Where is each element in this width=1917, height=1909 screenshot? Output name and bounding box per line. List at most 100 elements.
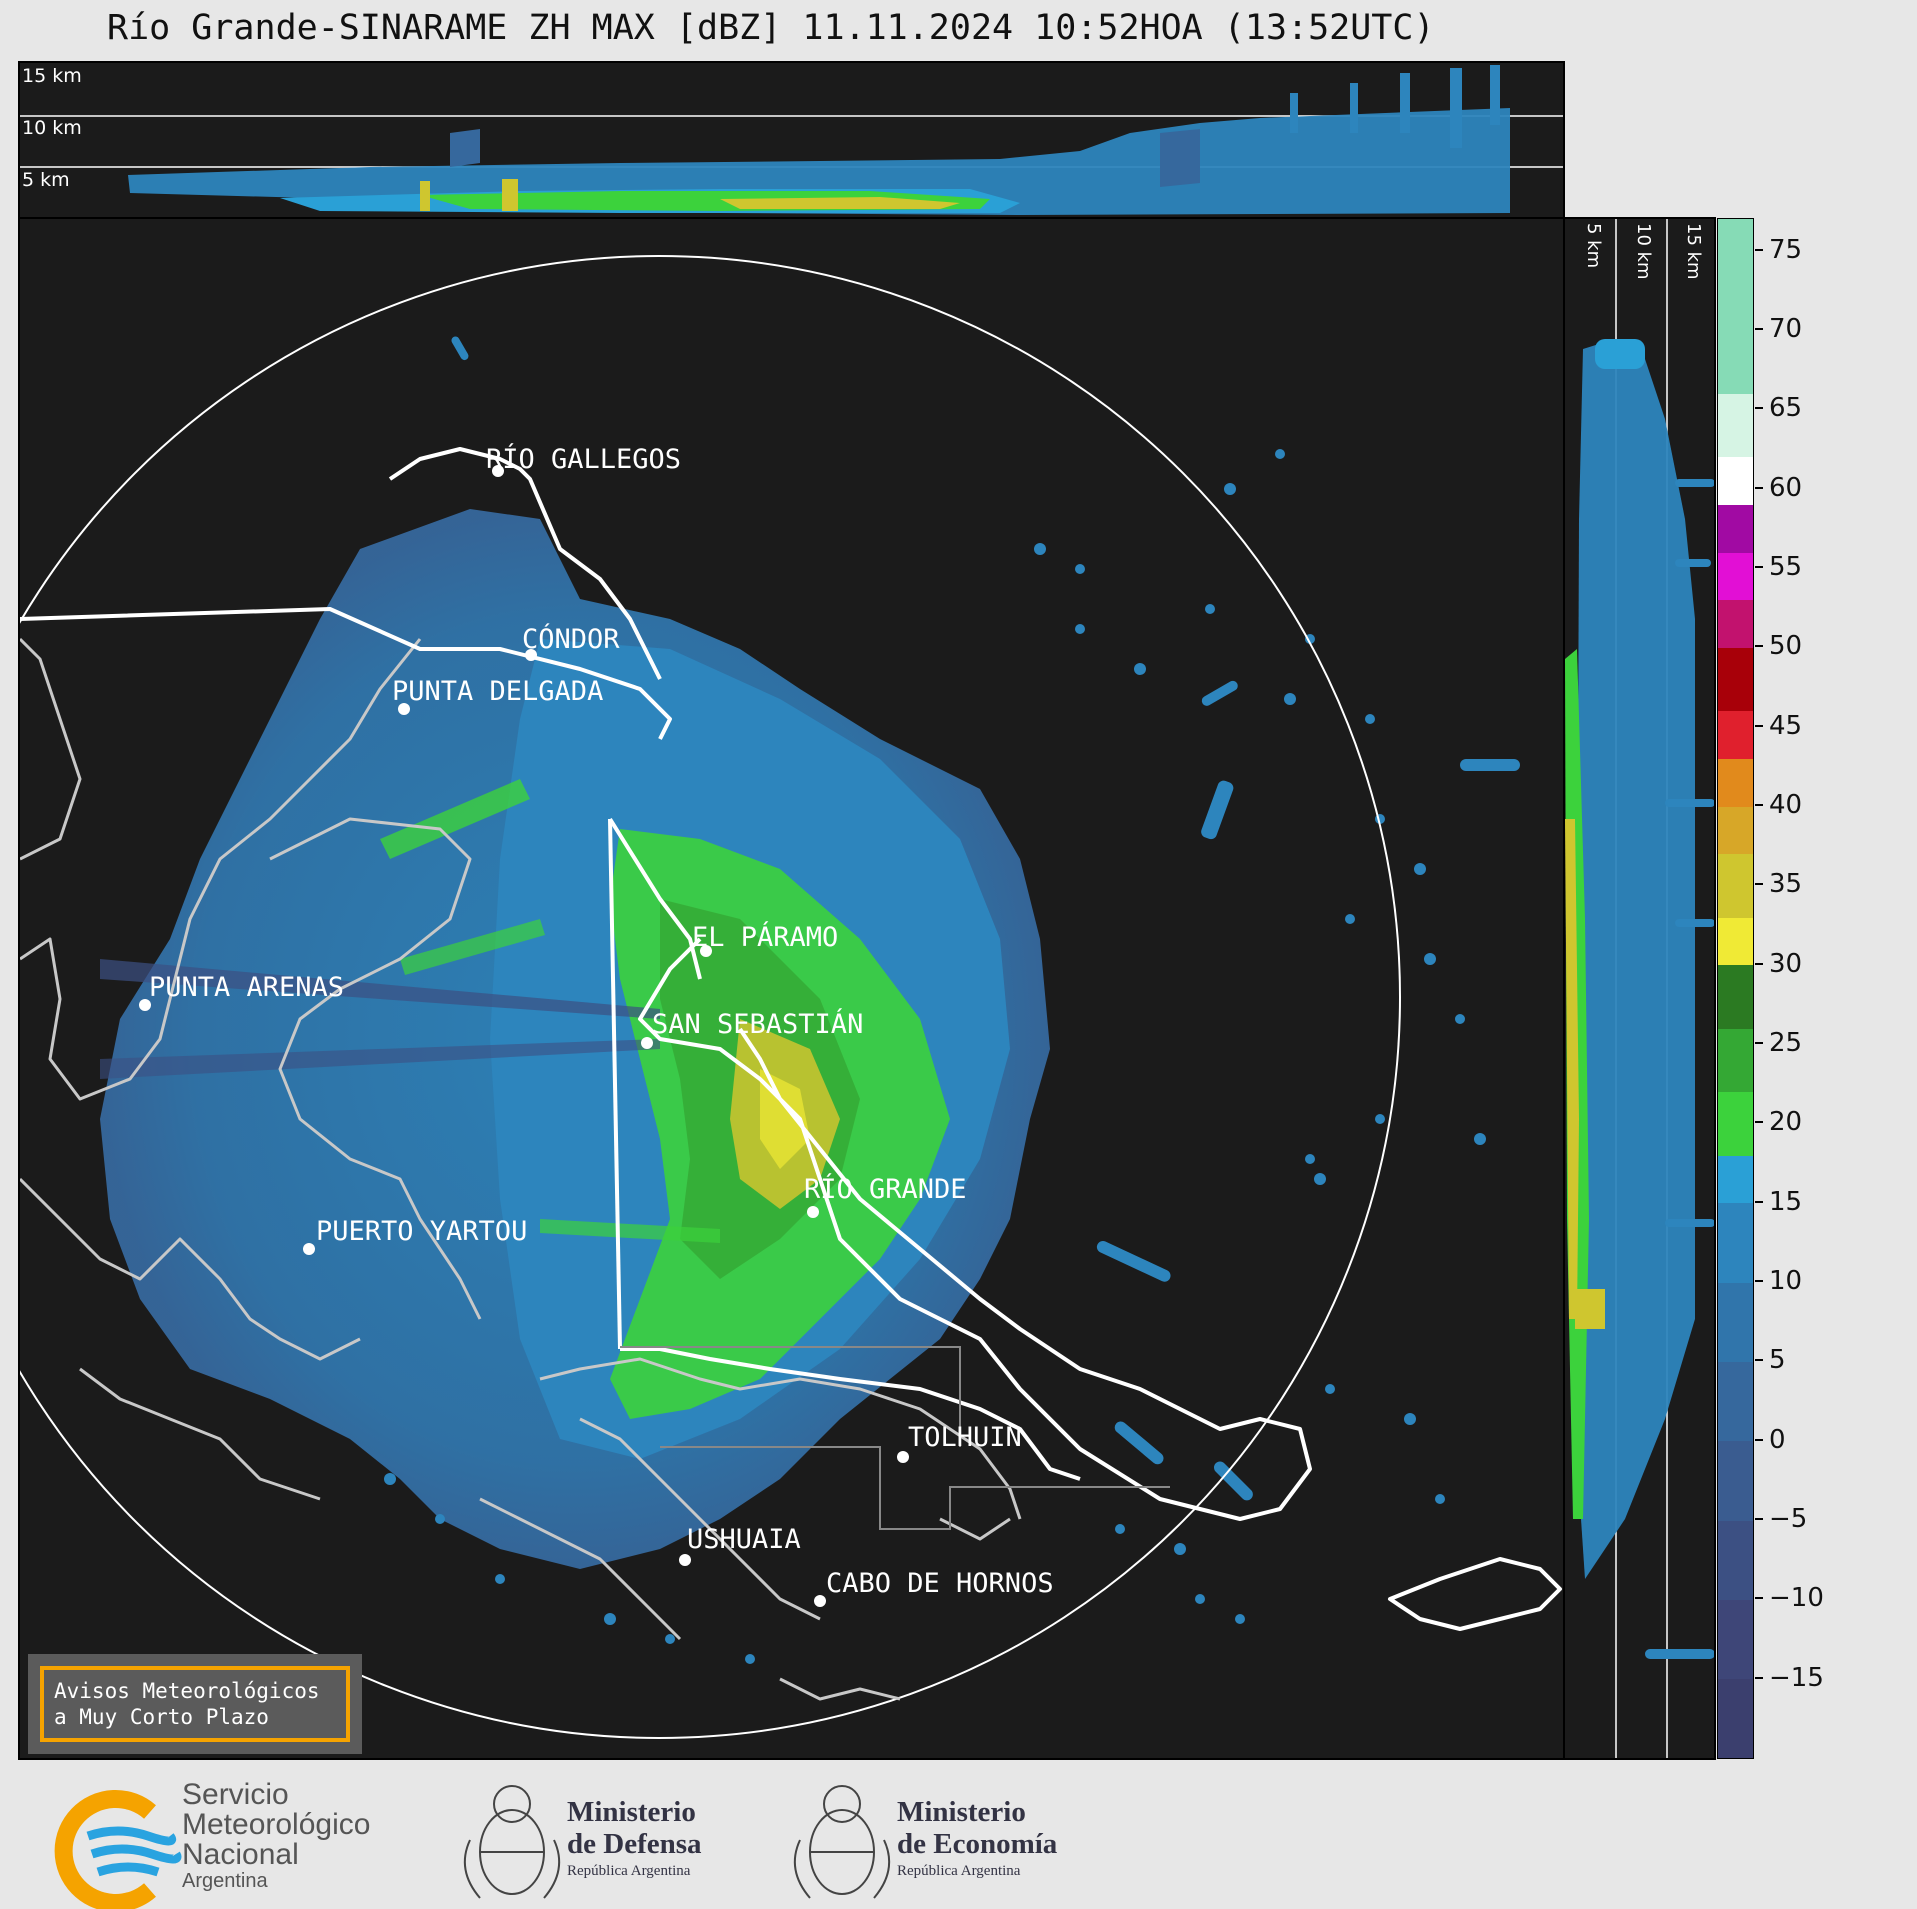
city-markers [139, 465, 909, 1607]
colorbar-tick-label: 40 [1769, 790, 1803, 821]
colorbar-band [1718, 1520, 1753, 1600]
economia-line-1: Ministerio [897, 1796, 1026, 1828]
side-height-label-5: 5 km [1583, 223, 1604, 269]
smn-line-3: Nacional [182, 1838, 299, 1871]
smn-logo-icon [54, 1790, 182, 1909]
colorbar-tick-mark [1755, 486, 1763, 489]
political-border [20, 447, 1562, 1631]
smn-line-2: Meteorológico [182, 1808, 371, 1841]
colorbar-tick-label: 5 [1769, 1345, 1786, 1376]
warning-line-1: Avisos Meteorológicos [54, 1679, 320, 1703]
defensa-line-3: República Argentina [567, 1863, 691, 1879]
smn-line-1: Servicio [182, 1778, 289, 1811]
radar-map: RÍO GALLEGOS CÓNDOR PUNTA DELGADA EL PÁR… [18, 217, 1565, 1760]
colorbar-band [1718, 1282, 1753, 1362]
colorbar-tick-mark [1755, 883, 1763, 886]
colorbar-band [1718, 1440, 1753, 1521]
radar-map-graphic [20, 255, 1562, 1739]
colorbar-tick-label: 65 [1769, 393, 1803, 424]
colorbar-tick-mark [1755, 1518, 1763, 1520]
colorbar-tick-label: 70 [1769, 314, 1803, 345]
top-height-profile: 15 km 10 km 5 km [18, 61, 1565, 219]
chart-title: Río Grande-SINARAME ZH MAX [dBZ] 11.11.2… [107, 8, 1435, 48]
colorbar-tick-label: 75 [1769, 234, 1803, 265]
colorbar-band [1718, 964, 1753, 1029]
smn-line-4: Argentina [182, 1870, 268, 1892]
colorbar-tick-label: 10 [1769, 1266, 1803, 1297]
warning-box: Avisos Meteorológicos a Muy Corto Plazo [28, 1654, 362, 1754]
city-label-puerto-yartou: PUERTO YARTOU [316, 1216, 528, 1247]
coat-of-arms-icon-defensa [463, 1785, 561, 1899]
colorbar-tick-label: 50 [1769, 631, 1803, 662]
warning-line-2: a Muy Corto Plazo [54, 1705, 269, 1729]
colorbar-tick-label: 45 [1769, 710, 1803, 741]
defensa-line-1: Ministerio [567, 1796, 696, 1828]
colorbar-ticks: 75 70 65 60 55 50 45 40 35 30 25 20 15 10 5 0 −5 −10 −15 [1755, 218, 1885, 1759]
colorbar-tick-label: 15 [1769, 1186, 1803, 1217]
side-profile-graphic [1565, 219, 1714, 1758]
colorbar-tick-mark [1755, 962, 1763, 965]
coastline [20, 637, 1022, 1701]
colorbar-tick-mark [1755, 407, 1763, 410]
colorbar-tick-mark [1755, 1359, 1763, 1362]
city-label-ushuaia: USHUAIA [687, 1524, 801, 1555]
colorbar-band [1718, 1202, 1753, 1283]
colorbar-band [1718, 552, 1753, 601]
colorbar-band [1718, 853, 1753, 918]
colorbar-band [1718, 1091, 1753, 1156]
colorbar-tick-label: 20 [1769, 1107, 1803, 1138]
colorbar-tick-mark [1755, 1280, 1763, 1283]
logo-graphics [54, 1785, 891, 1909]
city-label-tolhuin: TOLHUIN [908, 1422, 1022, 1453]
city-label-cabo-de-hornos: CABO DE HORNOS [826, 1568, 1054, 1599]
colorbar-tick-mark [1755, 1597, 1763, 1600]
colorbar-tick-label: 35 [1769, 869, 1803, 900]
colorbar-band [1718, 758, 1753, 807]
colorbar-tick-mark [1755, 1042, 1763, 1045]
smn-logo-text: Servicio Meteorológico Nacional Argentin… [182, 1778, 371, 1893]
colorbar-tick-mark [1755, 645, 1763, 648]
colorbar-tick-mark [1755, 248, 1763, 251]
side-height-label-15: 15 km [1683, 223, 1704, 280]
colorbar-tick-label: 55 [1769, 552, 1803, 583]
colorbar-tick-mark [1755, 566, 1763, 569]
colorbar-band [1718, 1028, 1753, 1093]
colorbar-band [1718, 504, 1753, 553]
economia-logo-text: Ministerio de Economía República Argenti… [897, 1796, 1057, 1882]
colorbar-band [1718, 917, 1753, 966]
side-height-label-10: 10 km [1633, 223, 1654, 280]
colorbar-tick-mark [1755, 724, 1763, 727]
colorbar-tick-mark [1755, 1438, 1763, 1441]
coat-of-arms-icon-economia [793, 1785, 891, 1899]
colorbar-tick-label: −5 [1769, 1504, 1808, 1534]
colorbar-band [1718, 647, 1753, 712]
side-height-profile: 5 km 10 km 15 km [1563, 217, 1716, 1760]
top-height-label-10: 10 km [22, 117, 82, 139]
defensa-logo-text: Ministerio de Defensa República Argentin… [567, 1796, 702, 1882]
colorbar-band [1718, 1678, 1753, 1758]
colorbar-band [1718, 1361, 1753, 1442]
city-label-punta-arenas: PUNTA ARENAS [149, 972, 345, 1003]
colorbar-tick-label: 30 [1769, 948, 1803, 979]
colorbar-tick-label: −10 [1769, 1583, 1824, 1614]
city-label-punta-delgada: PUNTA DELGADA [392, 676, 604, 707]
colorbar-tick-mark [1755, 1200, 1763, 1203]
top-height-label-15: 15 km [22, 65, 82, 87]
colorbar-band [1718, 1599, 1753, 1680]
city-label-rio-gallegos: RÍO GALLEGOS [486, 444, 682, 475]
range-ring [20, 255, 1401, 1739]
colorbar-band [1718, 599, 1753, 648]
colorbar-band [1718, 219, 1753, 395]
admin-boundary [620, 1346, 1170, 1530]
top-profile-graphic [20, 65, 1563, 215]
colorbar-tick-mark [1755, 1676, 1763, 1679]
colorbar-tick-label: 60 [1769, 472, 1803, 503]
colorbar-tick-label: 0 [1769, 1424, 1786, 1455]
colorbar-band [1718, 393, 1753, 458]
colorbar-tick-label: −15 [1769, 1662, 1824, 1693]
city-label-el-paramo: EL PÁRAMO [692, 922, 839, 953]
colorbar-tick-mark [1755, 1121, 1763, 1124]
colorbar-tick-label: 25 [1769, 1028, 1803, 1059]
colorbar-band [1718, 806, 1753, 855]
economia-line-3: República Argentina [897, 1863, 1021, 1879]
